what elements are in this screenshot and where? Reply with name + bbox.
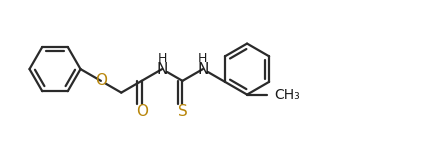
Text: O: O	[136, 104, 148, 119]
Text: O: O	[95, 73, 107, 88]
Text: N: N	[197, 62, 208, 77]
Text: S: S	[178, 104, 187, 119]
Text: H: H	[157, 52, 167, 65]
Text: N: N	[157, 62, 168, 77]
Text: CH₃: CH₃	[275, 88, 300, 102]
Text: H: H	[198, 52, 208, 65]
